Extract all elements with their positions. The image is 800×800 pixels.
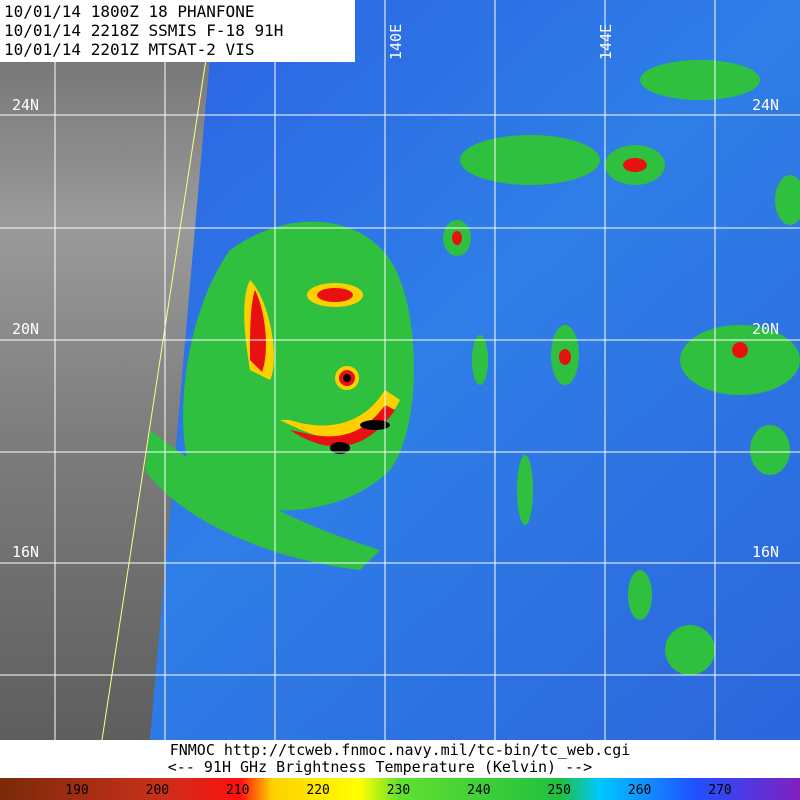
colorbar-tick-label: 230	[387, 783, 410, 798]
latitude-label: 16N	[752, 543, 779, 561]
latitude-label: 20N	[12, 320, 39, 338]
colorbar-tick-label: 190	[65, 783, 88, 798]
cloud-bands	[145, 60, 800, 675]
footer-source: FNMOC http://tcweb.fnmoc.navy.mil/tc-bin…	[170, 741, 631, 759]
longitude-label: 140E	[387, 24, 405, 60]
longitude-label: 144E	[597, 24, 615, 60]
swath-edge	[101, 0, 216, 741]
colorbar	[0, 778, 800, 800]
colorbar-tick-label: 260	[628, 783, 651, 798]
latitude-label: 16N	[12, 543, 39, 561]
colorbar-tick-label: 270	[708, 783, 731, 798]
header-line: 10/01/14 2218Z SSMIS F-18 91H	[4, 21, 283, 40]
colorbar-tick-label: 220	[306, 783, 329, 798]
colorbar-tick-label: 210	[226, 783, 249, 798]
header-line: 10/01/14 1800Z 18 PHANFONE	[4, 2, 254, 21]
colorbar-ticks: 190 200 210 220 230 240 250 260 270	[65, 783, 731, 798]
colorbar-tick-label: 200	[146, 783, 169, 798]
colorbar-tick-label: 250	[548, 783, 571, 798]
header-line: 10/01/14 2201Z MTSAT-2 VIS	[4, 40, 254, 59]
grid	[0, 0, 800, 740]
latitude-label: 24N	[752, 96, 779, 114]
legend-title: <-- 91H GHz Brightness Temperature (Kelv…	[168, 758, 592, 776]
footer	[0, 740, 800, 778]
colorbar-tick-label: 240	[467, 783, 490, 798]
visible-imagery	[0, 0, 215, 740]
header-box	[0, 0, 355, 62]
latitude-label: 20N	[752, 320, 779, 338]
latitude-label: 24N	[12, 96, 39, 114]
